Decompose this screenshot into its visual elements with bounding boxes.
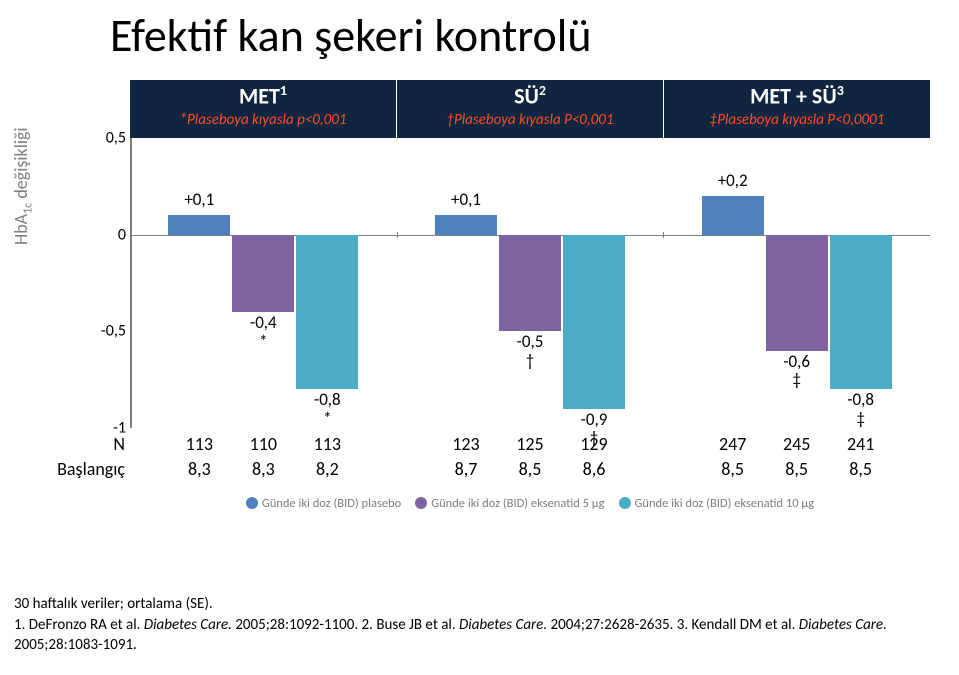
n-value: 241 [830, 433, 892, 455]
legend: Günde iki doz (BID) plasebo Günde iki doz… [130, 490, 930, 516]
baseline-value: 8,5 [766, 458, 828, 480]
group-pvalue: †Plaseboya kıyasla P<0,001 [397, 111, 663, 129]
bar-label: +0,1 [435, 191, 497, 210]
baseline-value: 8,5 [702, 458, 764, 480]
y-axis-label: HbA1c değişikliği [10, 127, 36, 245]
legend-swatch [619, 497, 631, 509]
n-value: 123 [435, 433, 497, 455]
group-header: MET + SÜ3 ‡Plaseboya kıyasla P<0,0001 [663, 80, 930, 138]
bar-label: -0,8* [296, 391, 358, 428]
n-value: 129 [563, 433, 625, 455]
group-pvalue: *Plaseboya kıyasla p<0,001 [130, 111, 396, 129]
baseline-value: 8,5 [830, 458, 892, 480]
legend-item: Günde iki doz (BID) plasebo [246, 496, 401, 511]
n-value: 113 [168, 433, 230, 455]
baseline-value: 8,3 [232, 458, 294, 480]
n-value: 245 [766, 433, 828, 455]
bar-label: -0,5† [499, 333, 561, 370]
baseline-value: 8,7 [435, 458, 497, 480]
n-value: 113 [296, 433, 358, 455]
y-tick-label: 0,5 [92, 129, 126, 148]
legend-text: Günde iki doz (BID) eksenatid 5 µg [431, 496, 604, 511]
bar [296, 235, 358, 390]
legend-item: Günde iki doz (BID) eksenatid 5 µg [415, 496, 604, 511]
page-title: Efektif kan şekeri kontrolü [0, 0, 959, 64]
chart: HbA1c değişikliği MET1 *Plaseboya kıyasl… [50, 80, 930, 520]
baseline-value: 8,3 [168, 458, 230, 480]
bar [232, 235, 294, 312]
bar [563, 235, 625, 409]
footer-line: 1. DeFronzo RA et al. Diabetes Care. 200… [14, 615, 944, 656]
bar [435, 215, 497, 234]
group-divider-tick [663, 232, 664, 238]
n-row-label: N [35, 433, 125, 455]
baseline-row-label: Başlangıç [35, 458, 125, 480]
bar-label: -0,8‡ [830, 391, 892, 428]
y-axis [130, 138, 132, 428]
group-label: SÜ2 [397, 82, 663, 109]
bar [766, 235, 828, 351]
y-tick-label: -0,5 [92, 322, 126, 341]
baseline-value: 8,5 [499, 458, 561, 480]
baseline-value: 8,2 [296, 458, 358, 480]
n-value: 125 [499, 433, 561, 455]
y-tick-label: 0 [92, 225, 126, 244]
group-header-row: MET1 *Plaseboya kıyasla p<0,001SÜ2 †Plas… [130, 80, 930, 138]
legend-swatch [415, 497, 427, 509]
bar-label: +0,2 [702, 172, 764, 191]
group-divider-tick [397, 232, 398, 238]
n-value: 247 [702, 433, 764, 455]
plot-area: 0,50-0,5-1+0,1-0,4*-0,8*+0,1-0,5†-0,9†+0… [130, 138, 930, 428]
baseline-value: 8,6 [563, 458, 625, 480]
group-pvalue: ‡Plaseboya kıyasla P<0,0001 [664, 111, 930, 129]
bar [168, 215, 230, 234]
footer: 30 haftalık veriler; ortalama (SE).1. De… [14, 594, 944, 655]
group-label: MET1 [130, 82, 396, 109]
group-label: MET + SÜ3 [664, 82, 930, 109]
group-header: MET1 *Plaseboya kıyasla p<0,001 [130, 80, 396, 138]
legend-text: Günde iki doz (BID) eksenatid 10 µg [635, 496, 815, 511]
bar-label: +0,1 [168, 191, 230, 210]
bar-label: -0,4* [232, 314, 294, 351]
bar [499, 235, 561, 332]
bar [830, 235, 892, 390]
bar [702, 196, 764, 235]
legend-swatch [246, 497, 258, 509]
footer-line: 30 haftalık veriler; ortalama (SE). [14, 594, 944, 614]
legend-text: Günde iki doz (BID) plasebo [262, 496, 401, 511]
n-value: 110 [232, 433, 294, 455]
legend-item: Günde iki doz (BID) eksenatid 10 µg [619, 496, 815, 511]
group-header: SÜ2 †Plaseboya kıyasla P<0,001 [396, 80, 663, 138]
bar-label: -0,6‡ [766, 353, 828, 390]
